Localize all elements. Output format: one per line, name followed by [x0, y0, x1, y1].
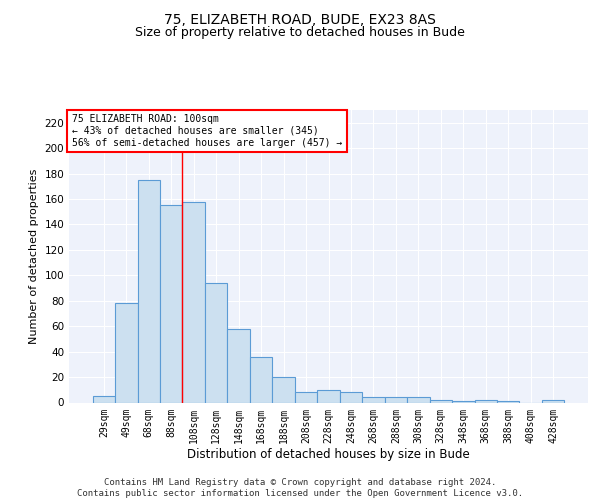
Bar: [295, 392, 317, 402]
Bar: [452, 401, 475, 402]
Bar: [430, 400, 452, 402]
Bar: [542, 400, 565, 402]
X-axis label: Distribution of detached houses by size in Bude: Distribution of detached houses by size …: [187, 448, 470, 461]
Bar: [497, 401, 520, 402]
Bar: [385, 398, 407, 402]
Y-axis label: Number of detached properties: Number of detached properties: [29, 168, 39, 344]
Bar: [362, 398, 385, 402]
Bar: [407, 398, 430, 402]
Bar: [272, 377, 295, 402]
Bar: [160, 206, 182, 402]
Bar: [227, 328, 250, 402]
Text: 75 ELIZABETH ROAD: 100sqm
← 43% of detached houses are smaller (345)
56% of semi: 75 ELIZABETH ROAD: 100sqm ← 43% of detac…: [71, 114, 342, 148]
Bar: [115, 304, 137, 402]
Bar: [317, 390, 340, 402]
Text: 75, ELIZABETH ROAD, BUDE, EX23 8AS: 75, ELIZABETH ROAD, BUDE, EX23 8AS: [164, 12, 436, 26]
Bar: [475, 400, 497, 402]
Bar: [92, 396, 115, 402]
Bar: [340, 392, 362, 402]
Bar: [137, 180, 160, 402]
Text: Contains HM Land Registry data © Crown copyright and database right 2024.
Contai: Contains HM Land Registry data © Crown c…: [77, 478, 523, 498]
Text: Size of property relative to detached houses in Bude: Size of property relative to detached ho…: [135, 26, 465, 39]
Bar: [250, 356, 272, 403]
Bar: [182, 202, 205, 402]
Bar: [205, 283, 227, 403]
